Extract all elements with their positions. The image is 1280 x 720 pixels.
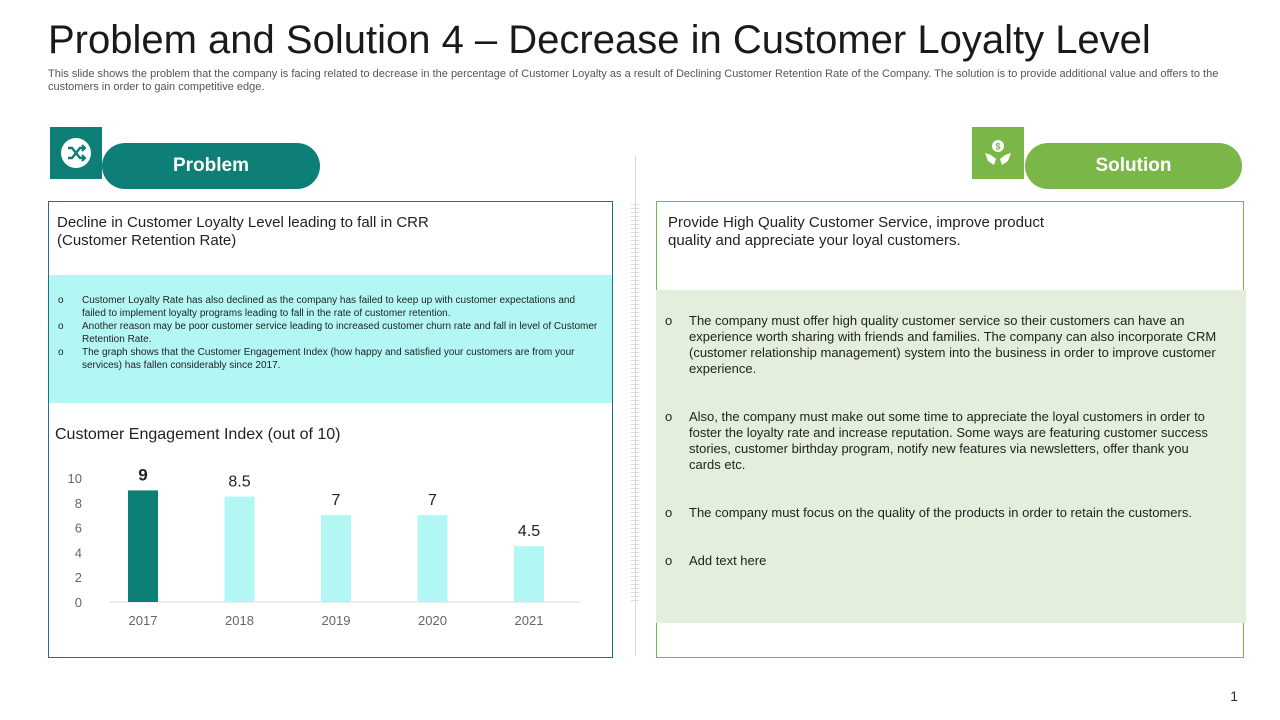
x-tick-label: 2017 [129, 613, 158, 628]
y-tick-label: 0 [75, 595, 82, 610]
y-tick-label: 2 [75, 570, 82, 585]
chart-title: Customer Engagement Index (out of 10) [55, 426, 341, 443]
y-tick-label: 6 [75, 521, 82, 536]
x-tick-label: 2018 [225, 613, 254, 628]
problem-bullet-1: Customer Loyalty Rate has also declined … [58, 294, 598, 320]
solution-bullet-list: The company must offer high quality cust… [665, 313, 1224, 569]
y-tick-label: 4 [75, 545, 82, 560]
x-tick-label: 2020 [418, 613, 447, 628]
solution-heading: Provide High Quality Customer Service, i… [668, 214, 1044, 249]
solution-bullets-band: The company must offer high quality cust… [656, 290, 1246, 623]
data-label: 7 [332, 492, 341, 509]
slide-subtitle: This slide shows the problem that the co… [48, 68, 1219, 93]
bar-2019 [321, 515, 351, 602]
solution-icon-box: $ [972, 127, 1024, 179]
x-tick-label: 2019 [322, 613, 351, 628]
problem-bullet-3: The graph shows that the Customer Engage… [58, 346, 598, 372]
y-tick-label: 10 [68, 471, 82, 486]
slide-title: Problem and Solution 4 – Decrease in Cus… [48, 18, 1151, 62]
solution-bullet-1: The company must offer high quality cust… [665, 313, 1224, 377]
engagement-bar-chart: 0 2 4 6 8 10 9 8.5 7 7 4.5 2017 2018 2019 2020 2021 [68, 465, 580, 628]
bar-2018 [224, 496, 255, 602]
page-number: 1 [1230, 688, 1238, 704]
hands-dollar-icon: $ [985, 140, 1011, 165]
data-label: 9 [138, 465, 147, 484]
solution-label-pill: Solution [1025, 143, 1242, 189]
y-tick-label: 8 [75, 496, 82, 511]
data-label: 8.5 [228, 474, 250, 491]
problem-bullet-list: Customer Loyalty Rate has also declined … [58, 294, 598, 372]
solution-bullet-4: Add text here [665, 553, 1224, 569]
shuffle-icon [61, 138, 91, 168]
problem-panel [48, 201, 613, 658]
problem-label-pill: Problem [102, 143, 320, 189]
svg-text:$: $ [995, 142, 1000, 152]
solution-bullet-2: Also, the company must make out some tim… [665, 409, 1224, 473]
bar-2020 [417, 515, 448, 602]
bar-2021 [514, 546, 544, 602]
bar-2017 [128, 490, 158, 602]
data-label: 4.5 [518, 523, 540, 540]
problem-bullet-2: Another reason may be poor customer serv… [58, 320, 598, 346]
problem-heading: Decline in Customer Loyalty Level leadin… [57, 214, 429, 249]
x-tick-label: 2021 [515, 613, 544, 628]
problem-icon-box [50, 127, 102, 179]
problem-bullets-band: Customer Loyalty Rate has also declined … [49, 275, 612, 403]
solution-bullet-3: The company must focus on the quality of… [665, 505, 1224, 521]
data-label: 7 [428, 492, 437, 509]
divider-rail [631, 204, 639, 604]
